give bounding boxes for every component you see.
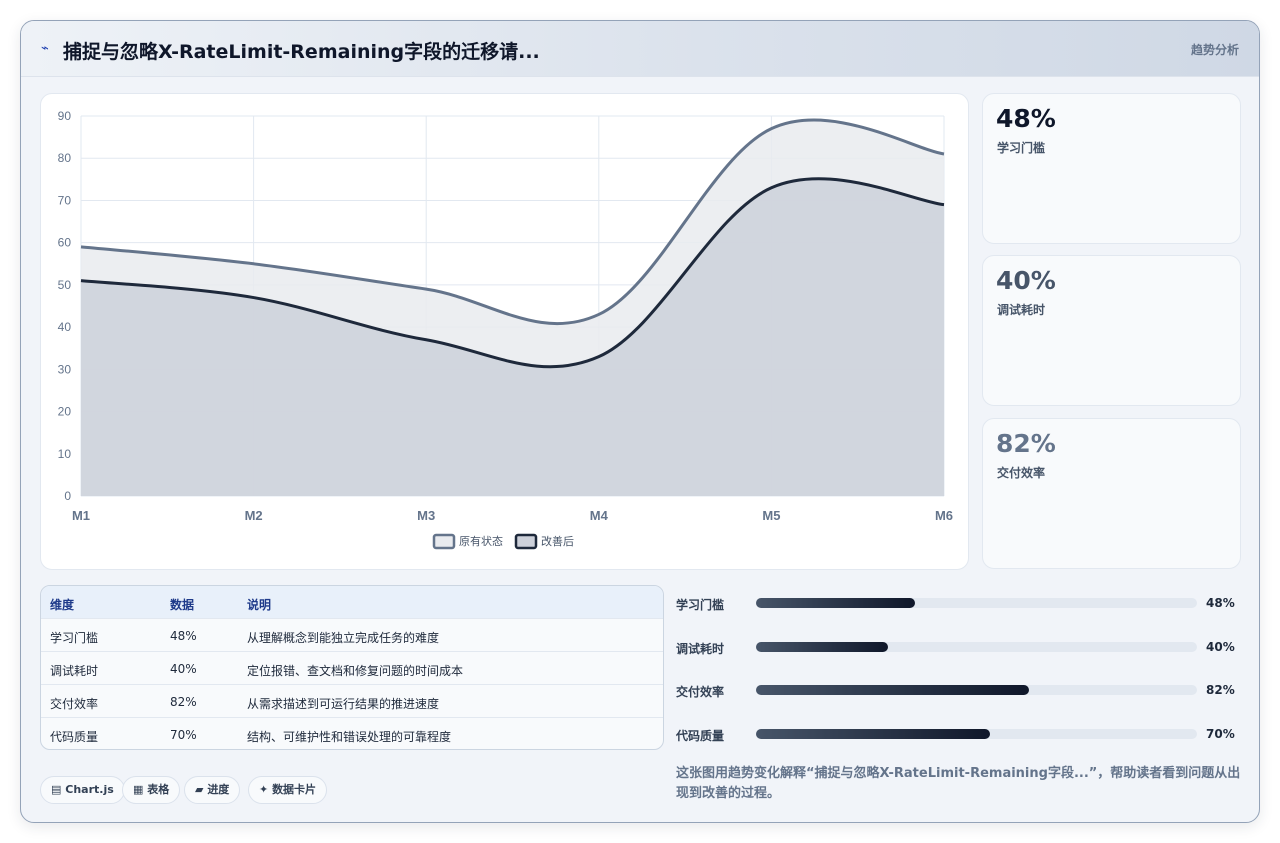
progress-value: 82%: [1206, 683, 1235, 697]
progress-value: 70%: [1206, 727, 1235, 741]
stat-card-delivery: 82% 交付效率: [982, 418, 1241, 569]
progress-label: 代码质量: [676, 729, 725, 743]
table-cell: 70%: [170, 728, 197, 742]
progress-track: [756, 642, 1197, 652]
y-tick-label: 10: [58, 447, 72, 461]
pill-progress[interactable]: ▰ 进度: [184, 776, 241, 804]
y-tick-label: 80: [58, 151, 72, 165]
pill-label: 数据卡片: [272, 783, 317, 796]
table-row: 调试耗时 40% 定位报错、查文档和修复问题的时间成本: [41, 652, 663, 685]
stat-value: 82%: [996, 429, 1056, 458]
progress-row: 学习门槛 48%: [676, 593, 1236, 613]
progress-label: 学习门槛: [676, 598, 725, 612]
stat-label: 交付效率: [997, 466, 1046, 480]
x-tick-label: M4: [590, 508, 609, 523]
x-tick-label: M3: [417, 508, 435, 523]
progress-row: 代码质量 70%: [676, 724, 1236, 744]
pill-chartjs[interactable]: ▤ Chart.js: [40, 776, 125, 804]
table-cell: 定位报错、查文档和修复问题的时间成本: [247, 664, 464, 678]
area-chart: 0 10 20 30 40 50 60 70 80 90 M1 M2 M3 M4 M5 M6 原有状态 改善后: [40, 93, 969, 570]
page-title: 捕捉与忽略X-RateLimit-Remaining字段的迁移请...: [63, 41, 540, 63]
table-cell: 82%: [170, 695, 197, 709]
trend-icon: ⌁: [41, 41, 49, 56]
legend-swatch: [514, 533, 538, 550]
table-cell: 调试耗时: [50, 664, 99, 678]
progress-label: 交付效率: [676, 685, 725, 699]
progress-track: [756, 598, 1197, 608]
stat-label: 学习门槛: [997, 141, 1046, 155]
pill-label: 表格: [147, 783, 170, 796]
pill-table[interactable]: ▦ 表格: [122, 776, 181, 804]
series-line: [80, 118, 945, 326]
chart-caption: 这张图用趋势变化解释“捕捉与忽略X-RateLimit-Remaining字段.…: [676, 766, 1241, 801]
table-row: 学习门槛 48% 从理解概念到能独立完成任务的难度: [41, 619, 663, 652]
chart-icon: ▤: [51, 783, 62, 796]
legend-label: 原有状态: [459, 534, 503, 548]
table-cell: 48%: [170, 629, 197, 643]
pill-label: Chart.js: [65, 783, 114, 796]
progress-fill: [756, 642, 889, 652]
stat-value: 40%: [996, 266, 1056, 295]
pill-data-card[interactable]: ✦ 数据卡片: [248, 776, 328, 804]
table-icon: ▦: [133, 783, 144, 796]
column-header: 数据: [170, 598, 195, 612]
card-header: ⌁ 捕捉与忽略X-RateLimit-Remaining字段的迁移请... 趋势…: [21, 21, 1259, 77]
table-cell: 交付效率: [50, 697, 99, 711]
chart-canvas: 0 10 20 30 40 50 60 70 80 90 M1 M2 M3 M4 M5 M6 原有状态 改善后: [58, 109, 953, 550]
stat-card-debugging: 40% 调试耗时: [982, 255, 1241, 406]
sparkle-icon: ✦: [259, 783, 269, 796]
dashboard-card: ⌁ 捕捉与忽略X-RateLimit-Remaining字段的迁移请... 趋势…: [20, 20, 1260, 823]
table-row: 代码质量 70% 结构、可维护性和错误处理的可靠程度: [41, 718, 663, 749]
y-tick-label: 20: [58, 405, 72, 419]
table-row: 交付效率 82% 从需求描述到可运行结果的推进速度: [41, 685, 663, 718]
x-tick-label: M5: [762, 508, 780, 523]
stat-label: 调试耗时: [997, 303, 1046, 317]
x-tick-label: M6: [935, 508, 953, 523]
x-tick-label: M2: [245, 508, 263, 523]
data-table: 维度 数据 说明 学习门槛 48% 从理解概念到能独立完成任务的难度 调试耗时 …: [40, 585, 664, 750]
progress-label: 调试耗时: [676, 642, 725, 656]
y-tick-label: 50: [58, 278, 72, 292]
y-tick-label: 90: [58, 109, 72, 123]
stat-value: 48%: [996, 104, 1056, 133]
legend-label: 改善后: [541, 534, 574, 548]
table-cell: 结构、可维护性和错误处理的可靠程度: [247, 730, 452, 744]
y-tick-label: 60: [58, 236, 72, 250]
progress-value: 48%: [1206, 596, 1235, 610]
y-tick-label: 30: [58, 362, 72, 376]
progress-row: 交付效率 82%: [676, 680, 1236, 700]
legend-swatch: [432, 533, 456, 550]
progress-row: 调试耗时 40%: [676, 637, 1236, 657]
table-header-row: 维度 数据 说明: [41, 586, 663, 619]
y-tick-label: 0: [64, 489, 71, 503]
column-header: 说明: [247, 598, 272, 612]
y-tick-label: 70: [58, 193, 72, 207]
series-line: [80, 177, 945, 369]
table-cell: 从理解概念到能独立完成任务的难度: [247, 631, 440, 645]
pill-label: 进度: [207, 783, 230, 796]
progress-track: [756, 685, 1197, 695]
column-header: 维度: [50, 598, 75, 612]
table-cell: 学习门槛: [50, 631, 99, 645]
table-cell: 从需求描述到可运行结果的推进速度: [247, 697, 440, 711]
table-cell: 40%: [170, 662, 197, 676]
y-tick-label: 40: [58, 320, 72, 334]
trend-analysis-tag: 趋势分析: [1190, 43, 1239, 57]
progress-track: [756, 729, 1197, 739]
stat-card-learning: 48% 学习门槛: [982, 93, 1241, 244]
progress-value: 40%: [1206, 640, 1235, 654]
progress-fill: [756, 685, 1030, 695]
x-tick-label: M1: [72, 508, 90, 523]
progress-icon: ▰: [195, 783, 204, 796]
progress-fill: [756, 729, 990, 739]
table-cell: 代码质量: [50, 730, 99, 744]
series-area: [81, 178, 944, 496]
progress-fill: [756, 598, 915, 608]
